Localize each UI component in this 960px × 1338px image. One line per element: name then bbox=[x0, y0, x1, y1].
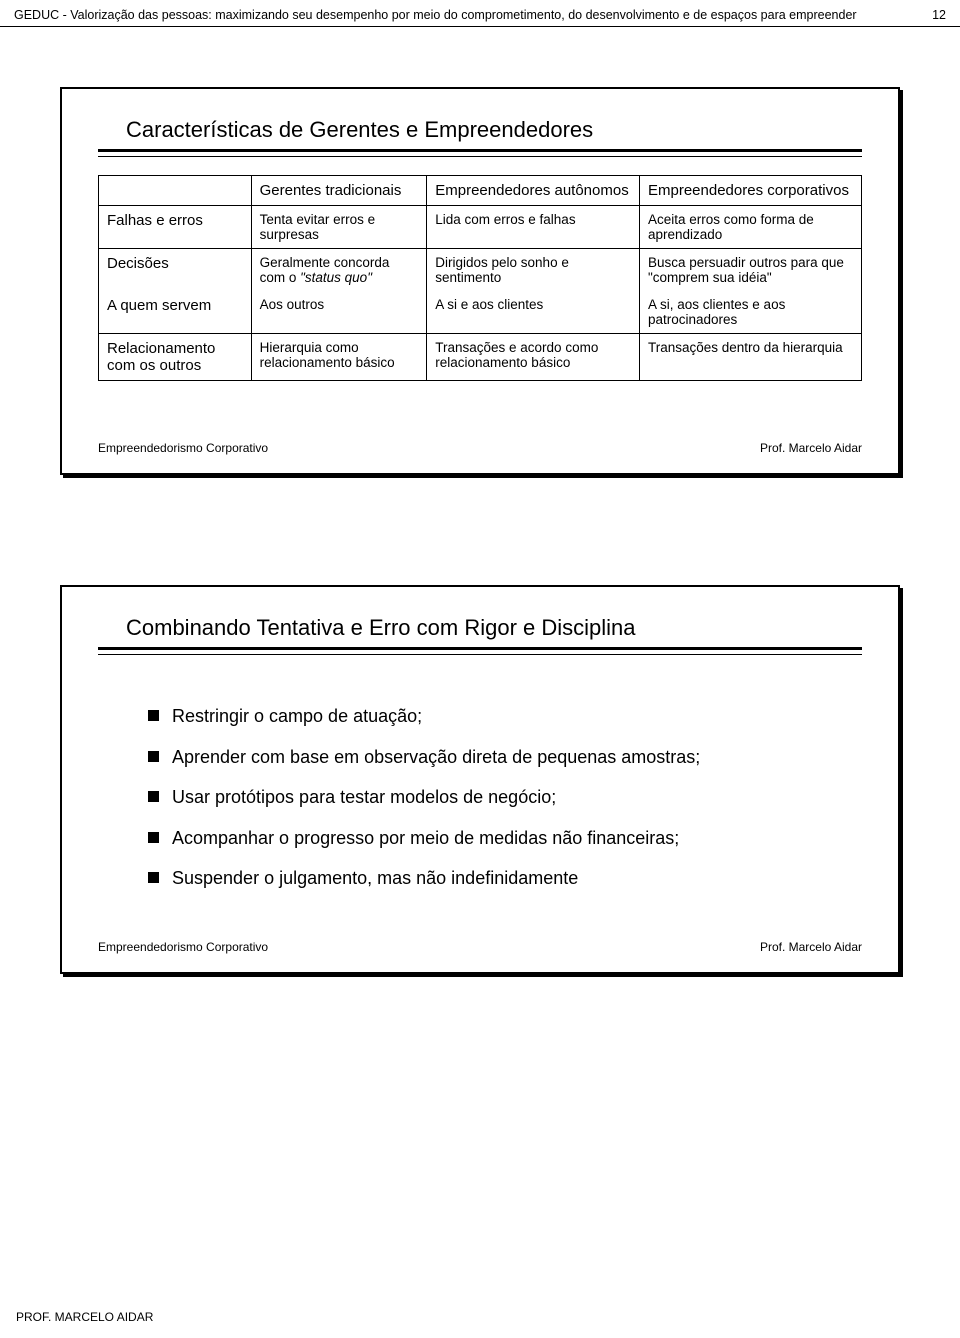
slide-footer-right: Prof. Marcelo Aidar bbox=[760, 441, 862, 455]
slide-footer-left: Empreendedorismo Corporativo bbox=[98, 940, 268, 954]
cell-r0-c2: Lida com erros e falhas bbox=[427, 206, 640, 249]
table-row: A quem servem Aos outros A si e aos clie… bbox=[99, 291, 862, 334]
title-rule-thick bbox=[98, 149, 862, 152]
row-label: Relacionamento com os outros bbox=[99, 334, 252, 381]
table-header-col3: Empreendedores corporativos bbox=[640, 176, 862, 206]
slide-2: Combinando Tentativa e Erro com Rigor e … bbox=[60, 585, 900, 974]
title-rule-thick bbox=[98, 647, 862, 650]
slide-footer-left: Empreendedorismo Corporativo bbox=[98, 441, 268, 455]
row-label: Decisões bbox=[99, 249, 252, 292]
cell-r2-c1: Aos outros bbox=[251, 291, 427, 334]
table-row: Falhas e erros Tenta evitar erros e surp… bbox=[99, 206, 862, 249]
title-rule-thin bbox=[98, 654, 862, 655]
list-item: Aprender com base em observação direta d… bbox=[148, 746, 832, 769]
table-header-row: Gerentes tradicionais Empreendedores aut… bbox=[99, 176, 862, 206]
slide-footer-right: Prof. Marcelo Aidar bbox=[760, 940, 862, 954]
list-item: Restringir o campo de atuação; bbox=[148, 705, 832, 728]
cell-text-italic: "status quo" bbox=[300, 270, 372, 285]
cell-r0-c1: Tenta evitar erros e surpresas bbox=[251, 206, 427, 249]
header-title: GEDUC - Valorização das pessoas: maximiz… bbox=[14, 8, 922, 22]
page-header: GEDUC - Valorização das pessoas: maximiz… bbox=[0, 0, 960, 27]
slide2-footer: Empreendedorismo Corporativo Prof. Marce… bbox=[98, 940, 862, 954]
slide-1: Características de Gerentes e Empreended… bbox=[60, 87, 900, 475]
cell-r1-c2: Dirigidos pelo sonho e sentimento bbox=[427, 249, 640, 292]
page-footer: PROF. MARCELO AIDAR bbox=[16, 1310, 153, 1324]
cell-r3-c3: Transações dentro da hierarquia bbox=[640, 334, 862, 381]
slides-area: Características de Gerentes e Empreended… bbox=[0, 27, 960, 1024]
cell-r2-c2: A si e aos clientes bbox=[427, 291, 640, 334]
row-label: A quem servem bbox=[99, 291, 252, 334]
bullet-list: Restringir o campo de atuação; Aprender … bbox=[98, 695, 862, 890]
cell-r1-c3: Busca persuadir outros para que "comprem… bbox=[640, 249, 862, 292]
header-page-number: 12 bbox=[932, 8, 946, 22]
table-header-col1: Gerentes tradicionais bbox=[251, 176, 427, 206]
comparison-table: Gerentes tradicionais Empreendedores aut… bbox=[98, 175, 862, 381]
table-header-col2: Empreendedores autônomos bbox=[427, 176, 640, 206]
row-label: Falhas e erros bbox=[99, 206, 252, 249]
title-rule-thin bbox=[98, 156, 862, 157]
table-header-empty bbox=[99, 176, 252, 206]
slide2-title: Combinando Tentativa e Erro com Rigor e … bbox=[126, 615, 862, 641]
list-item: Acompanhar o progresso por meio de medid… bbox=[148, 827, 832, 850]
slide1-title: Características de Gerentes e Empreended… bbox=[126, 117, 862, 143]
list-item: Usar protótipos para testar modelos de n… bbox=[148, 786, 832, 809]
cell-r3-c1: Hierarquia como relacionamento básico bbox=[251, 334, 427, 381]
slide1-footer: Empreendedorismo Corporativo Prof. Marce… bbox=[98, 441, 862, 455]
cell-r2-c3: A si, aos clientes e aos patrocinadores bbox=[640, 291, 862, 334]
cell-r0-c3: Aceita erros como forma de aprendizado bbox=[640, 206, 862, 249]
table-row: Relacionamento com os outros Hierarquia … bbox=[99, 334, 862, 381]
list-item: Suspender o julgamento, mas não indefini… bbox=[148, 867, 832, 890]
cell-r1-c1: Geralmente concorda com o "status quo" bbox=[251, 249, 427, 292]
table-row: Decisões Geralmente concorda com o "stat… bbox=[99, 249, 862, 292]
cell-r3-c2: Transações e acordo como relacionamento … bbox=[427, 334, 640, 381]
